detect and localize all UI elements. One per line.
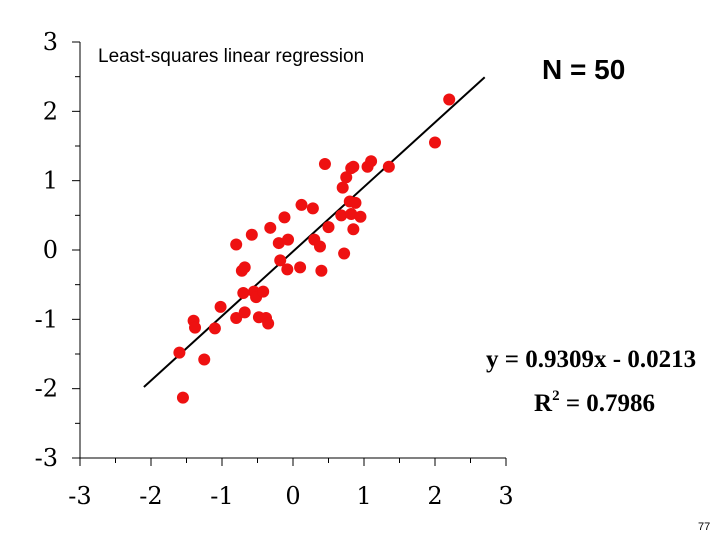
- data-point: [257, 285, 270, 298]
- data-point: [354, 210, 367, 223]
- data-point: [264, 221, 277, 234]
- r-squared-prefix: R: [534, 390, 553, 417]
- x-tick-label: 2: [427, 482, 442, 510]
- data-point: [335, 209, 348, 222]
- x-tick-label: -1: [210, 482, 233, 510]
- data-point: [340, 171, 353, 184]
- data-point: [238, 306, 251, 319]
- data-point: [347, 223, 360, 236]
- data-point: [278, 211, 291, 224]
- x-tick-label: -3: [68, 482, 91, 510]
- regression-line-group: [143, 76, 486, 388]
- data-point: [262, 317, 275, 330]
- data-point: [347, 160, 360, 173]
- data-point: [272, 237, 285, 250]
- data-point: [281, 263, 294, 276]
- data-point: [208, 322, 221, 335]
- data-point: [313, 240, 326, 253]
- data-point: [176, 391, 189, 404]
- r-squared-value: = 0.7986: [560, 390, 656, 417]
- x-tick-label: 0: [285, 482, 300, 510]
- data-point: [173, 346, 186, 359]
- y-tick-label: -2: [35, 375, 58, 403]
- data-point: [238, 261, 251, 274]
- data-point: [214, 300, 227, 313]
- data-point: [237, 286, 250, 299]
- axes: [72, 41, 507, 466]
- x-tick-label: 1: [356, 482, 371, 510]
- r-squared-label: R2 = 0.7986: [534, 388, 655, 417]
- y-tick-label: 2: [43, 97, 58, 125]
- data-point: [295, 198, 308, 211]
- data-point: [230, 311, 243, 324]
- data-point: [189, 321, 202, 334]
- data-point: [245, 228, 258, 241]
- y-tick-label: 1: [43, 167, 58, 195]
- data-point: [294, 261, 307, 274]
- r-squared-exponent: 2: [552, 388, 560, 404]
- regression-equation: y = 0.9309x - 0.0213: [486, 346, 696, 373]
- data-point: [322, 221, 335, 234]
- data-point: [382, 160, 395, 173]
- y-tick-label: 0: [43, 236, 58, 264]
- tick-labels: -3 -2 -1 0 1 2 3 -3 -2 -1 0 1 2 3: [35, 28, 514, 510]
- x-tick-label: 3: [498, 482, 513, 510]
- data-point: [282, 233, 295, 246]
- regression-line: [143, 76, 486, 388]
- y-tick-label: -3: [35, 444, 58, 472]
- chart-title: Least-squares linear regression: [98, 46, 364, 67]
- data-point: [349, 196, 362, 209]
- data-point: [345, 207, 358, 220]
- x-tick-label: -2: [139, 482, 162, 510]
- y-tick-label: 3: [43, 28, 58, 56]
- data-point: [429, 136, 441, 149]
- y-tick-label: -1: [35, 305, 58, 333]
- data-point: [443, 93, 456, 106]
- sample-size-label: N = 50: [542, 54, 625, 85]
- data-point: [318, 158, 331, 171]
- page-number: 77: [698, 521, 710, 533]
- data-point: [274, 254, 287, 267]
- data-point: [230, 238, 243, 251]
- data-point: [336, 181, 349, 194]
- data-points: [173, 93, 456, 404]
- data-point: [315, 264, 328, 277]
- data-point: [365, 155, 378, 168]
- data-point: [198, 353, 211, 366]
- data-point: [306, 202, 319, 215]
- data-point: [338, 247, 351, 260]
